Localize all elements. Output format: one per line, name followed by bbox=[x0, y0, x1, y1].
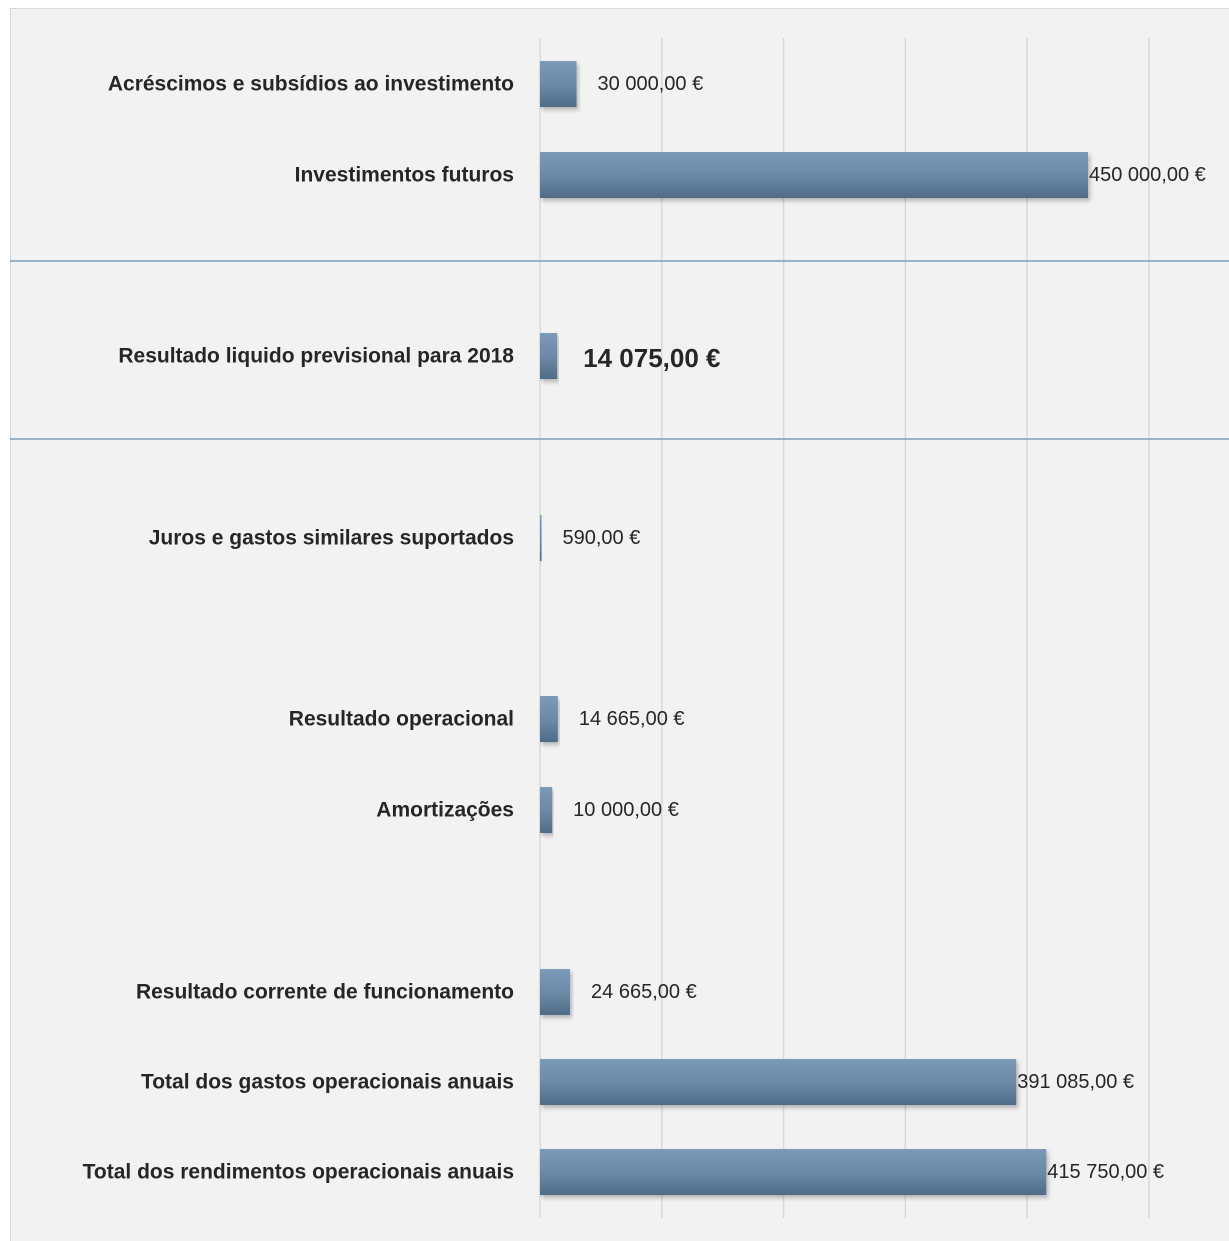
value-label-5: 10 000,00 € bbox=[573, 799, 679, 821]
bar-0 bbox=[540, 61, 577, 107]
bar-2 bbox=[540, 333, 558, 379]
gridlines bbox=[539, 38, 1150, 1218]
section-separators bbox=[10, 260, 1229, 440]
value-label-4: 14 665,00 € bbox=[579, 708, 685, 730]
value-label-2: 14 075,00 € bbox=[583, 343, 720, 373]
category-label-4: Resultado operacional bbox=[289, 708, 514, 731]
bar-4 bbox=[540, 696, 558, 742]
bar-8 bbox=[540, 1149, 1047, 1195]
value-label-1: 450 000,00 € bbox=[1089, 164, 1206, 186]
category-label-8: Total dos rendimentos operacionais anuai… bbox=[83, 1161, 514, 1184]
category-label-2: Resultado liquido previsional para 2018 bbox=[118, 345, 514, 368]
value-label-7: 391 085,00 € bbox=[1017, 1071, 1134, 1093]
bar-6 bbox=[540, 969, 571, 1015]
labels: Acréscimos e subsídios ao investimento 30… bbox=[83, 73, 1206, 1184]
bar-3 bbox=[540, 515, 542, 561]
bar-1 bbox=[540, 152, 1088, 198]
bar-5 bbox=[540, 787, 553, 833]
bar-7 bbox=[540, 1059, 1017, 1105]
value-label-3: 590,00 € bbox=[563, 527, 641, 549]
value-label-0: 30 000,00 € bbox=[598, 73, 704, 95]
bars bbox=[540, 61, 1088, 1195]
category-label-1: Investimentos futuros bbox=[295, 164, 514, 187]
chart-area bbox=[10, 8, 1229, 1241]
category-label-7: Total dos gastos operacionais anuais bbox=[141, 1071, 514, 1094]
value-label-8: 415 750,00 € bbox=[1047, 1161, 1164, 1183]
category-label-6: Resultado corrente de funcionamento bbox=[136, 981, 514, 1004]
category-label-0: Acréscimos e subsídios ao investimento bbox=[108, 73, 514, 96]
category-label-3: Juros e gastos similares suportados bbox=[149, 527, 514, 550]
category-label-5: Amortizações bbox=[376, 799, 514, 822]
value-label-6: 24 665,00 € bbox=[591, 981, 697, 1003]
